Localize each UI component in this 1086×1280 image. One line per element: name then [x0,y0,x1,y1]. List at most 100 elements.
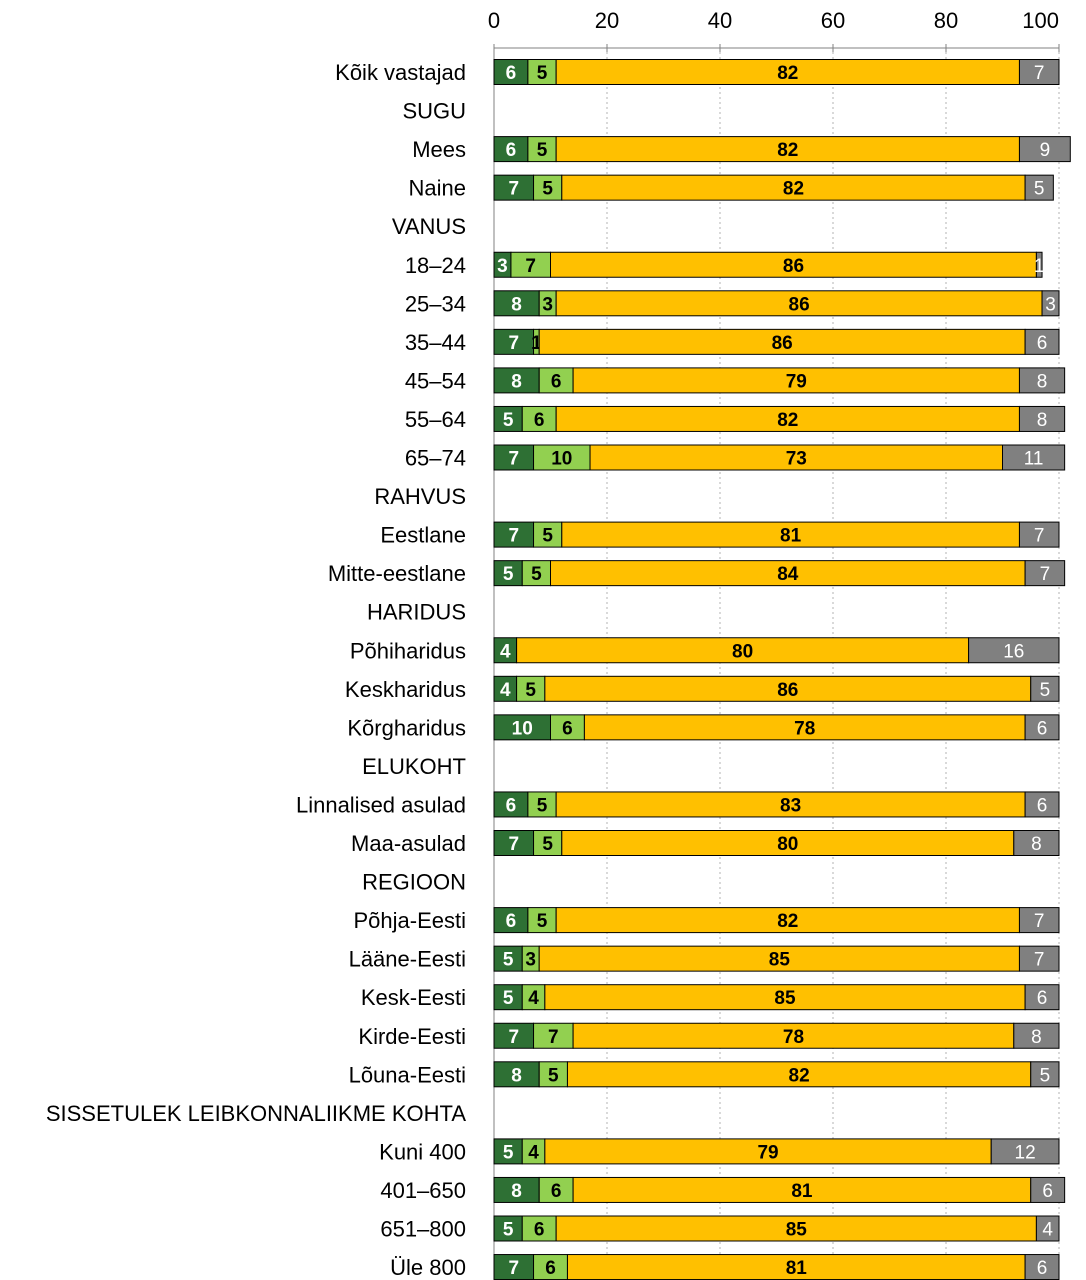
data-label: 3 [542,294,553,315]
category-label: Põhja-Eesti [353,908,466,933]
bar-segment [561,174,1026,201]
data-label: 78 [783,1027,804,1048]
data-label: 7 [525,256,536,277]
category-label: Kesk-Eesti [361,985,466,1010]
data-label: 8 [1031,834,1042,855]
bar-segment [538,1176,574,1203]
bar-segment [493,1176,540,1203]
data-label: 8 [511,1181,522,1202]
data-label: 5 [537,911,548,932]
bar-segment [493,1138,523,1165]
bar-segment [527,136,557,163]
data-label: 5 [1040,1065,1051,1086]
data-label: 6 [1042,1181,1053,1202]
bar-segment [493,791,529,818]
bar-segment [493,714,551,741]
bar-segment [572,1022,1015,1049]
category-labels: Kõik vastajad SUGU Mees Naine VANUS 18–24 25–3… [46,60,466,1280]
data-label: 6 [551,371,562,392]
bar-segment [516,637,970,664]
data-label: 10 [551,449,572,470]
bar-segment [533,444,591,471]
data-label: 80 [732,641,753,662]
bar-segment [527,59,557,85]
category-label: Lääne-Eesti [349,947,466,972]
bar-segment [1018,367,1066,394]
data-label: 5 [503,950,514,971]
data-label: 5 [525,680,536,701]
data-label: 78 [794,718,815,739]
bar-segment [493,444,535,471]
category-label: Maa-asulad [351,831,466,856]
data-label: 82 [777,63,798,84]
category-label: SISSETULEK LEIBKONNALIIKME KOHTA [46,1101,466,1126]
data-label: 79 [786,371,807,392]
data-label: 8 [1037,410,1048,431]
data-label: 7 [1034,950,1045,971]
data-label: 6 [506,911,517,932]
bar-segment [561,830,1015,856]
bar-segment [572,367,1020,394]
bar-segment [1035,251,1043,278]
data-label: 5 [542,526,553,547]
data-label: 81 [791,1181,813,1202]
bar-segment [533,521,563,548]
bar-segment [550,251,1037,278]
data-label: 81 [780,526,802,547]
data-label: 86 [777,680,798,701]
data-label: 73 [786,449,807,470]
category-label: Mitte-eestlane [328,561,466,586]
category-label: 35–44 [405,330,466,355]
category-label: Eestlane [380,523,466,548]
category-label: Lõuna-Eesti [349,1062,466,1087]
data-label: 5 [1040,680,1051,701]
bar-segment [1013,1022,1060,1049]
data-label: 3 [1045,294,1056,315]
category-label: 401–650 [380,1178,466,1203]
data-label: 86 [783,256,804,277]
bar-segment [1030,675,1060,702]
category-label: Mees [412,137,466,162]
data-label: 86 [772,333,793,354]
x-tick-label: 60 [821,8,845,33]
data-label: 7 [508,179,519,200]
data-label: 4 [528,988,539,1009]
data-label: 85 [786,1220,808,1241]
bar-segment [1013,830,1060,856]
bar-segment [493,984,523,1011]
bar-segment [493,830,535,856]
data-label: 5 [537,795,548,816]
bar-segment [533,1022,574,1049]
bar-segment [533,1254,568,1280]
data-label: 4 [528,1142,539,1163]
data-label: 16 [1003,641,1024,662]
data-label: 84 [777,564,799,585]
x-tick-label: 0 [488,8,500,33]
data-label: 85 [769,950,791,971]
category-label: 651–800 [380,1217,466,1242]
category-label: Kõrgharidus [347,715,466,740]
bar-segment [493,59,529,85]
data-label: 6 [562,718,573,739]
bar-segment [1035,1215,1060,1242]
data-label: 8 [511,371,522,392]
bar-segment [1018,945,1060,972]
x-axis-ticks: 0 20 40 60 80 100 [488,8,1060,52]
data-label: 80 [777,834,798,855]
category-label: Kuni 400 [379,1139,466,1164]
bar-segment [510,251,552,278]
bar-segment [493,560,523,587]
x-tick-label: 20 [595,8,619,33]
bar-segment [566,1061,1032,1088]
category-label: ELUKOHT [362,754,466,779]
bar-segment [1024,791,1060,818]
category-label: Naine [409,176,466,201]
data-label: 6 [506,140,517,161]
data-label: 6 [1037,988,1048,1009]
bar-segment [1002,444,1066,471]
data-label: 79 [757,1142,778,1163]
data-label: 3 [525,950,536,971]
bar-segment [550,560,1026,587]
category-label: REGIOON [362,870,466,895]
